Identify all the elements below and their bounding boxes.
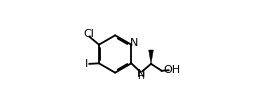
- Text: N: N: [136, 69, 145, 79]
- Text: OH: OH: [163, 65, 180, 75]
- Text: N: N: [130, 38, 139, 48]
- Text: H: H: [137, 72, 144, 81]
- Text: I: I: [85, 59, 88, 69]
- Polygon shape: [149, 50, 153, 64]
- Text: Cl: Cl: [83, 29, 94, 39]
